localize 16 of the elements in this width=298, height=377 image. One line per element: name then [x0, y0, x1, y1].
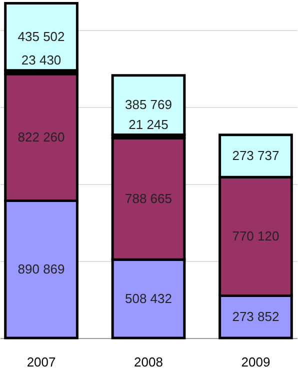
bar [111, 74, 186, 136]
data-label: 273 852 [232, 308, 280, 324]
data-label: 770 120 [232, 228, 280, 244]
bar [4, 2, 78, 72]
data-label: 822 260 [18, 129, 65, 144]
data-label: 788 665 [125, 190, 172, 206]
data-label: 273 737 [232, 148, 280, 163]
data-label: 435 502 [18, 28, 65, 44]
x-tick-label: 2009 [241, 354, 270, 370]
data-label: 23 430 [21, 52, 62, 68]
x-tick-label: 2008 [134, 354, 163, 370]
data-label: 21 245 [128, 116, 168, 132]
data-label: 385 769 [125, 97, 172, 112]
data-label: 890 869 [18, 261, 65, 276]
data-label: 508 432 [125, 290, 172, 306]
x-tick-label: 2007 [26, 354, 56, 370]
